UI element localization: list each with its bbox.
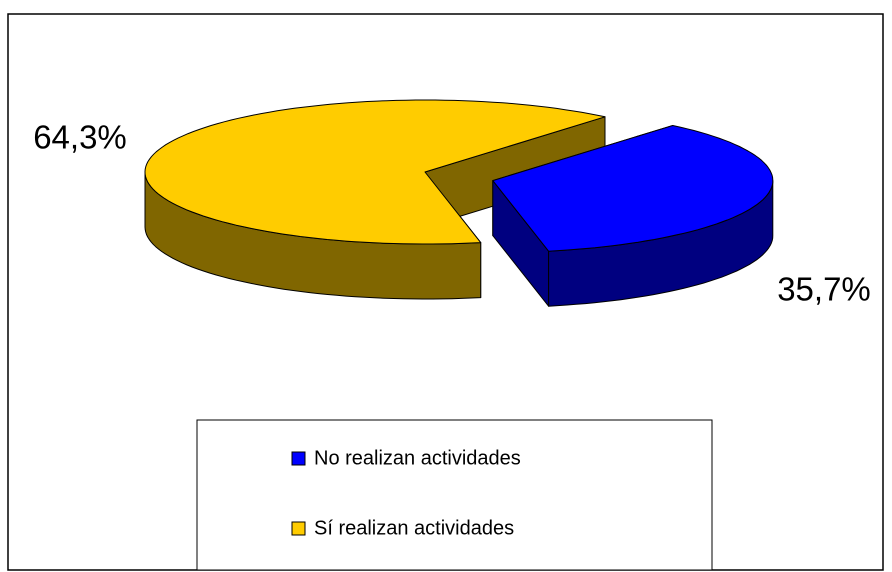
data-label: 64,3% [33,119,127,156]
legend-box [196,419,713,571]
data-label: 35,7% [777,271,871,308]
legend-swatch [291,521,306,536]
slice [144,99,606,245]
legend-label: No realizan actividades [314,447,521,469]
legend-swatch [291,451,306,466]
slice [492,125,774,252]
pie [144,99,774,307]
legend-label: Sí realizan actividades [314,517,514,539]
